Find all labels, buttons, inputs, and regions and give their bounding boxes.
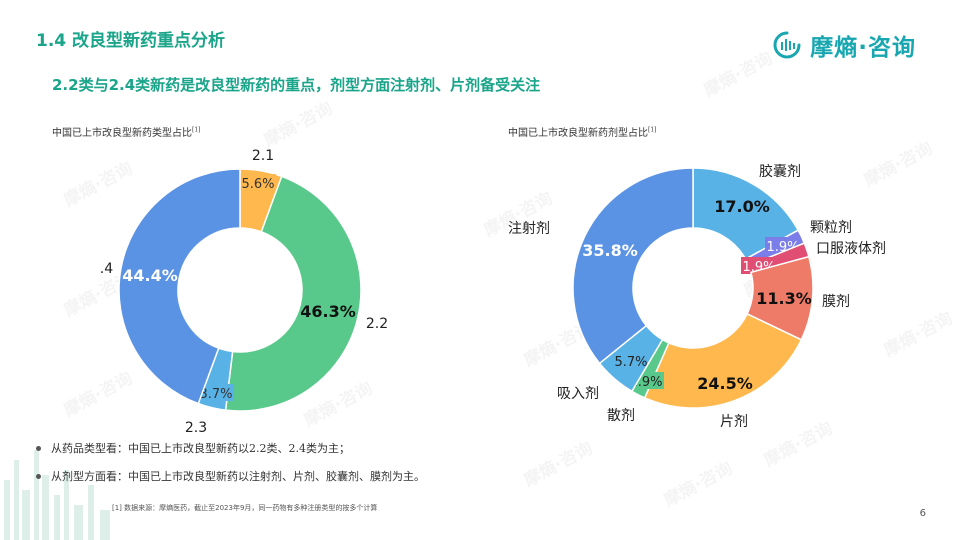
slice-片剂 — [643, 312, 803, 409]
category-label: 吸入剂 — [557, 386, 599, 402]
bullet-dot — [36, 473, 41, 479]
category-label: 2.4 — [100, 261, 113, 277]
watermark-text: 摩熵·咨询 — [698, 44, 776, 101]
value-label: 24.5% — [697, 374, 753, 393]
value-label: 44.4% — [122, 266, 178, 285]
summary-bullets: 从药品类型看：中国已上市改良型新药以2.2类、2.4类为主； 从剂型方面看：中国… — [36, 440, 425, 496]
category-label: 2.3 — [185, 420, 207, 436]
value-label-bg — [198, 384, 234, 401]
chart-1-title: 中国已上市改良型新药类型占比[1] — [52, 126, 201, 139]
bullet-dot — [36, 445, 41, 451]
chart-1-donut: 5.6% 2.1 46.3% 2.2 3.7% 2.3 44.4% 2.4 — [100, 148, 388, 436]
value-label: 17.0% — [714, 197, 770, 216]
brand-logo: 摩熵·咨询 — [772, 28, 916, 62]
page-title: 1.4 改良型新药重点分析 — [36, 31, 226, 51]
value-label: 5.7% — [614, 355, 647, 370]
category-label: 胶囊剂 — [759, 163, 801, 180]
value-label: 11.3% — [756, 289, 812, 308]
bullet-text: 从剂型方面看：中国已上市改良型新药以注射剂、片剂、胶囊剂、膜剂为主。 — [51, 470, 425, 483]
logo-text: 摩熵·咨询 — [810, 35, 916, 61]
category-label: 注射剂 — [508, 221, 550, 237]
value-label: 46.3% — [300, 302, 356, 321]
value-label-bg — [240, 174, 276, 191]
slice-注射剂 — [572, 167, 694, 365]
page-number: 6 — [919, 508, 926, 519]
slice-胶囊剂 — [692, 167, 800, 261]
category-label: 膜剂 — [822, 294, 850, 310]
bullet-text: 从药品类型看：中国已上市改良型新药以2.2类、2.4类为主； — [51, 442, 350, 455]
chart-2-title: 中国已上市改良型新药剂型占比[1] — [508, 126, 657, 139]
watermark-text: 摩熵·咨询 — [518, 434, 596, 491]
bullet-item: 从剂型方面看：中国已上市改良型新药以注射剂、片剂、胶囊剂、膜剂为主。 — [36, 468, 425, 484]
category-label: 口服液体剂 — [816, 241, 886, 257]
slice-2.4 — [118, 168, 241, 405]
logo-mark-icon — [773, 31, 801, 59]
category-label: 散剂 — [607, 408, 635, 424]
value-label: 3.7% — [199, 387, 232, 402]
page-subtitle: 2.2类与2.4类新药是改良型新药的重点，剂型方面注射剂、片剂备受关注 — [52, 76, 541, 94]
watermark-text: 摩熵·咨询 — [658, 454, 736, 511]
category-label: 片剂 — [720, 414, 748, 430]
category-label: 2.2 — [366, 316, 388, 332]
city-skyline-decoration — [4, 450, 110, 540]
slice-2.2 — [224, 175, 362, 412]
value-label: 5.6% — [241, 177, 274, 192]
bullet-item: 从药品类型看：中国已上市改良型新药以2.2类、2.4类为主； — [36, 440, 425, 456]
value-label: 35.8% — [582, 241, 638, 260]
category-label: 颗粒剂 — [810, 220, 852, 236]
footnote: [1] 数据来源：摩熵医药，截止至2023年9月，同一药物有多种注册类型的按多个… — [112, 504, 378, 512]
category-label: 2.1 — [252, 148, 274, 164]
